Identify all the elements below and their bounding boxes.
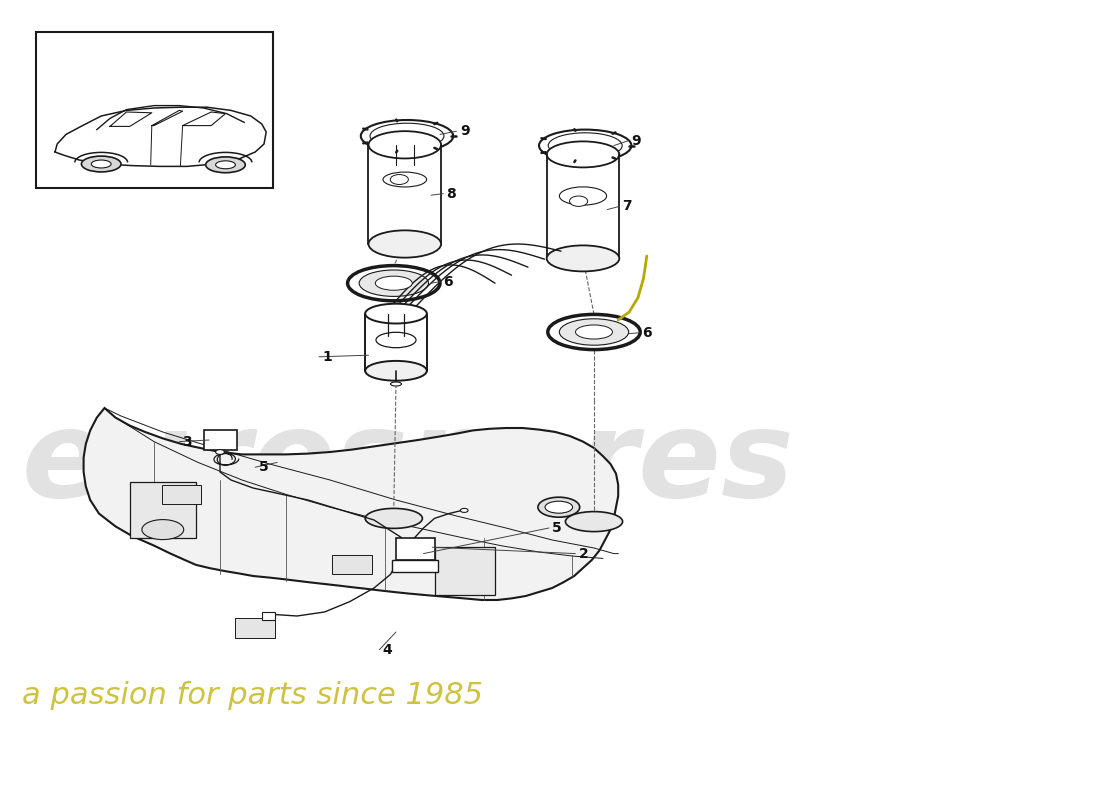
Ellipse shape (390, 382, 402, 386)
Ellipse shape (216, 161, 235, 169)
Ellipse shape (570, 196, 587, 206)
Text: 5: 5 (552, 521, 562, 535)
Text: 3: 3 (183, 434, 192, 449)
Ellipse shape (560, 318, 629, 346)
Bar (392, 560, 438, 572)
Ellipse shape (359, 270, 429, 296)
Ellipse shape (216, 450, 224, 454)
Text: 5: 5 (258, 460, 268, 474)
Ellipse shape (370, 123, 444, 149)
Ellipse shape (368, 131, 441, 158)
Bar (332, 555, 372, 574)
Bar (36, 32, 273, 188)
Text: 6: 6 (443, 274, 453, 289)
Ellipse shape (206, 157, 245, 173)
Ellipse shape (375, 276, 412, 290)
Text: 8: 8 (447, 186, 456, 201)
Text: 4: 4 (383, 642, 393, 657)
Ellipse shape (383, 172, 427, 187)
Text: eurospares: eurospares (22, 406, 794, 522)
Ellipse shape (142, 520, 184, 539)
Bar (130, 482, 196, 538)
Text: 9: 9 (631, 134, 641, 148)
Polygon shape (84, 408, 618, 600)
Bar (262, 612, 275, 620)
Ellipse shape (548, 133, 623, 158)
Ellipse shape (365, 509, 422, 529)
Ellipse shape (565, 512, 623, 532)
Ellipse shape (460, 509, 469, 513)
Ellipse shape (548, 314, 640, 350)
Bar (204, 430, 236, 450)
Ellipse shape (560, 187, 606, 205)
Bar (235, 618, 275, 638)
Ellipse shape (547, 246, 619, 271)
Ellipse shape (91, 160, 111, 168)
Text: 6: 6 (642, 326, 652, 340)
Ellipse shape (81, 156, 121, 172)
Ellipse shape (539, 130, 631, 162)
Text: 1: 1 (322, 350, 332, 364)
Text: 9: 9 (460, 124, 470, 138)
Ellipse shape (544, 501, 572, 514)
Text: 2: 2 (579, 546, 588, 561)
Ellipse shape (575, 325, 613, 339)
Ellipse shape (368, 230, 441, 258)
Ellipse shape (365, 304, 427, 323)
Bar (396, 538, 435, 560)
Bar (162, 485, 201, 504)
Ellipse shape (376, 332, 416, 348)
Ellipse shape (361, 120, 453, 152)
Text: a passion for parts since 1985: a passion for parts since 1985 (22, 682, 483, 710)
Ellipse shape (390, 174, 408, 185)
Text: 7: 7 (623, 199, 632, 214)
Ellipse shape (348, 266, 440, 301)
Bar (434, 547, 495, 595)
Ellipse shape (538, 497, 580, 517)
Ellipse shape (547, 142, 619, 167)
Ellipse shape (365, 361, 427, 381)
